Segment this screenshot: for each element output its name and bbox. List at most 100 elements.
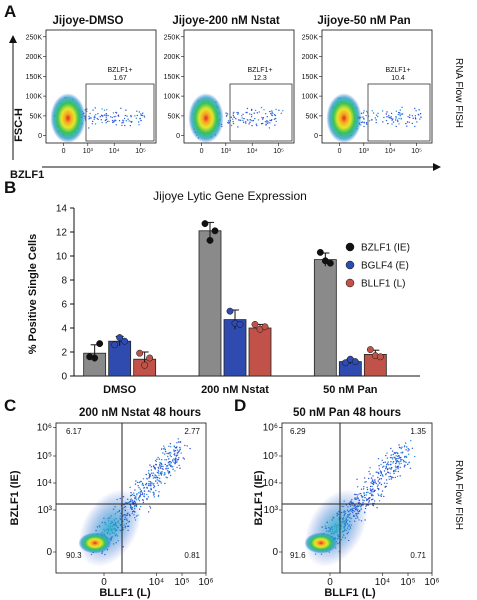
event-dot — [398, 111, 400, 114]
event-dot — [115, 111, 117, 114]
event-dot — [407, 463, 409, 465]
event-dot — [96, 117, 98, 120]
density-hotspot — [78, 532, 112, 554]
event-dot — [146, 477, 148, 480]
event-dot — [86, 110, 88, 113]
quadrant-bottom-right: 0.71 — [410, 551, 426, 560]
event-dot — [111, 116, 114, 119]
data-point — [201, 220, 209, 228]
event-dot — [155, 464, 157, 466]
event-dot — [366, 486, 368, 489]
quadrant-bottom-left: 91.6 — [290, 551, 306, 560]
event-dot — [406, 121, 409, 123]
event-dot — [157, 456, 159, 459]
event-dot — [130, 115, 132, 117]
x-tick-label: 10⁶ — [198, 577, 213, 588]
y-tick-label: 2 — [61, 348, 67, 359]
event-dot — [389, 116, 391, 119]
event-dot — [383, 482, 386, 484]
data-point — [366, 346, 374, 354]
event-dot — [365, 481, 367, 483]
event-dot — [401, 458, 403, 461]
event-dot — [226, 113, 229, 115]
event-dot — [158, 479, 160, 482]
event-dot — [104, 114, 106, 116]
event-dot — [392, 453, 394, 456]
event-dot — [375, 121, 377, 124]
event-dot — [397, 468, 399, 470]
x-tick-label: 10⁴ — [247, 148, 258, 155]
side-label: RNA Flow FISH — [453, 58, 464, 128]
event-dot — [164, 463, 166, 466]
event-dot — [142, 484, 145, 486]
event-dot — [160, 482, 162, 484]
event-dot — [105, 114, 108, 117]
event-dot — [377, 472, 380, 475]
event-dot — [178, 450, 180, 452]
event-dot — [186, 445, 188, 447]
x-tick-label: 10⁵ — [411, 148, 422, 155]
x-axis-label: BZLF1 — [10, 169, 44, 181]
event-dot — [411, 115, 414, 117]
event-dot — [149, 464, 151, 466]
event-dot — [172, 460, 174, 462]
quadrant-bottom-left: 90.3 — [66, 551, 82, 560]
event-dot — [360, 488, 363, 490]
data-point — [316, 248, 324, 256]
event-dot — [383, 495, 385, 498]
event-dot — [381, 493, 383, 495]
event-dot — [400, 452, 402, 454]
event-dot — [389, 472, 391, 474]
event-dot — [153, 487, 155, 489]
event-dot — [138, 111, 141, 113]
event-dot — [166, 468, 168, 470]
event-dot — [372, 504, 374, 506]
event-dot — [397, 120, 399, 123]
event-dot — [142, 112, 144, 114]
event-dot — [385, 466, 387, 469]
event-dot — [391, 467, 393, 469]
event-dot — [160, 462, 163, 465]
event-dot — [129, 125, 132, 127]
event-dot — [394, 469, 396, 472]
event-dot — [397, 457, 399, 460]
event-dot — [237, 119, 240, 121]
event-dot — [380, 463, 382, 466]
event-dot — [145, 473, 147, 476]
event-dot — [396, 460, 399, 462]
event-dot — [100, 114, 103, 117]
event-dot — [397, 113, 399, 116]
event-dot — [176, 466, 178, 469]
event-dot — [237, 113, 239, 115]
event-dot — [101, 115, 104, 117]
event-dot — [361, 121, 364, 123]
y-tick-label: 0 — [46, 547, 52, 558]
y-tick-label: 50K — [168, 113, 181, 120]
event-dot — [359, 492, 362, 495]
event-dot — [158, 480, 160, 483]
density-plot: 250K 200K 150K 100K 50K 0 0 10³ 10⁴ 10⁵ — [26, 29, 157, 155]
event-dot — [383, 470, 386, 472]
x-tick-label: 10⁴ — [385, 148, 396, 155]
event-dot — [230, 116, 232, 119]
panel-a-plot-title: Jijoye-200 nM Nstat — [172, 15, 280, 27]
event-dot — [391, 450, 394, 452]
quadrant-bottom-right: 0.81 — [184, 551, 200, 560]
event-dot — [374, 481, 377, 483]
event-dot — [107, 114, 109, 117]
density-hotspot — [304, 532, 338, 554]
event-dot — [168, 452, 170, 455]
y-tick-label: 50K — [306, 113, 319, 120]
data-point — [341, 359, 349, 367]
event-dot — [241, 115, 243, 117]
event-dot — [377, 476, 379, 479]
event-dot — [233, 111, 235, 114]
event-dot — [387, 468, 389, 470]
event-dot — [159, 465, 161, 467]
event-dot — [112, 112, 115, 114]
event-dot — [275, 108, 277, 111]
event-dot — [232, 114, 234, 117]
event-dot — [227, 122, 229, 124]
data-point — [251, 320, 259, 328]
